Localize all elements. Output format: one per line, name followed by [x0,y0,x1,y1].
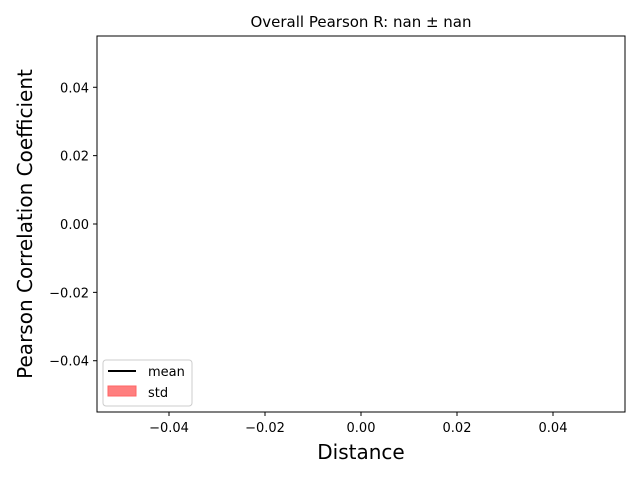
legend-std-swatch [107,385,137,397]
y-axis: 0.04 0.02 0.00 −0.02 −0.04 [49,81,97,370]
y-tick-label: 0.00 [60,218,89,233]
y-axis-label: Pearson Correlation Coefficient [13,69,37,379]
x-tick-label: −0.04 [149,421,189,436]
x-tick-label: 0.00 [347,421,376,436]
y-tick-label: −0.02 [49,286,89,301]
legend-std-label: std [148,386,168,401]
x-axis: −0.04 −0.02 0.00 0.02 0.04 [149,412,567,436]
y-tick-label: 0.02 [60,150,89,165]
chart-title: Overall Pearson R: nan ± nan [250,13,471,31]
x-axis-label: Distance [317,440,404,464]
legend-mean-label: mean [148,365,185,380]
legend: mean std [102,359,193,407]
plot-area [96,35,626,413]
y-tick-label: 0.04 [60,81,89,96]
x-tick-label: 0.04 [539,421,568,436]
x-tick-label: 0.02 [443,421,472,436]
x-tick-label: −0.02 [245,421,285,436]
y-tick-label: −0.04 [49,355,89,370]
